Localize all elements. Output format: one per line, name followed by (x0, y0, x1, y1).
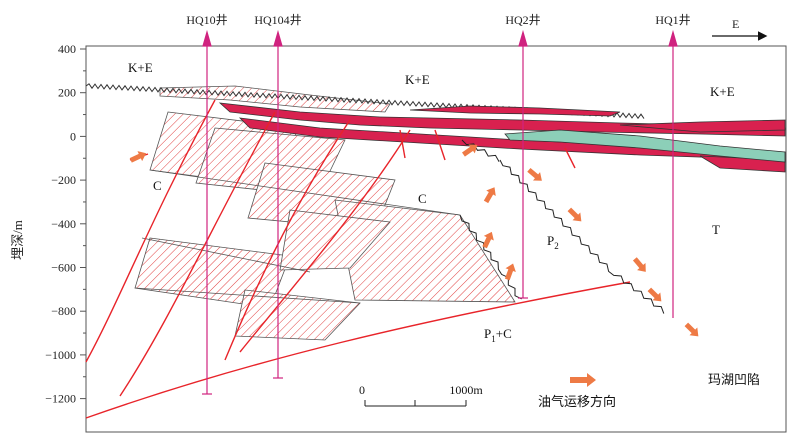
fault-line (224, 119, 351, 361)
hatched-block (234, 289, 361, 341)
unit-label-c-left: C (153, 178, 162, 193)
migration-arrow-icon (567, 207, 582, 222)
fault-line (119, 111, 276, 397)
unit-label-t: T (712, 222, 720, 237)
legend-arrow-icon (570, 373, 596, 387)
scale-bar-end: 1000m (449, 383, 483, 397)
sawtooth-fault (499, 159, 665, 314)
unit-label-ke-left: K+E (128, 60, 153, 75)
sawtooth-fault (461, 139, 500, 163)
y-tick-label: −1200 (45, 392, 76, 406)
well-label-hq104: HQ104井 (254, 13, 301, 27)
migration-arrow-icon (482, 231, 494, 249)
y-tick-label: 0 (70, 129, 76, 143)
migration-arrow-icon (504, 263, 516, 281)
y-tick-label: −1000 (45, 348, 76, 362)
fault-line (399, 129, 406, 159)
hatched-block (279, 209, 391, 271)
gas-layer (504, 129, 786, 163)
unit-label-p1c: P1+C (484, 326, 512, 344)
migration-arrow-icon (129, 151, 147, 163)
direction-indicator: E (712, 17, 768, 41)
migration-arrow-icon (647, 287, 662, 302)
well-label-hq10: HQ10井 (186, 13, 227, 27)
migration-arrow-icon (483, 187, 496, 204)
migration-arrow-icon (462, 144, 478, 157)
fault-line (85, 99, 216, 363)
unit-label-ke-right: K+E (710, 84, 735, 99)
fault-line (85, 281, 631, 419)
oil-layer (218, 102, 786, 137)
y-tick-label: −200 (51, 173, 76, 187)
fault-line (239, 129, 411, 353)
oil-layer (619, 119, 786, 133)
y-tick-label: −800 (51, 304, 76, 318)
well-hq1 (668, 29, 678, 318)
unit-label-ke-mid: K+E (405, 72, 430, 87)
region-label: 玛湖凹陷 (708, 372, 760, 387)
migration-arrow-icon (527, 167, 542, 181)
scale-bar-start: 0 (359, 383, 365, 397)
well-hq10 (202, 29, 212, 395)
fault-line (564, 147, 576, 169)
unit-label-c-mid: C (418, 191, 427, 206)
oil-layer (409, 105, 621, 117)
y-tick-label: 400 (58, 42, 76, 56)
direction-label: E (732, 17, 739, 31)
hatched-strata (134, 111, 516, 341)
ke-hatched-band (159, 85, 391, 113)
well-hq104 (273, 29, 283, 379)
wells (202, 29, 678, 395)
legend-label: 油气运移方向 (538, 394, 616, 409)
y-axis: 400 200 0 −200 −400 −600 −800 −1000 −1200 埋深/m (10, 42, 87, 432)
faults (85, 99, 631, 419)
well-hq2 (518, 29, 528, 299)
y-tick-label: 200 (58, 86, 76, 100)
scale-bar: 0 1000m (359, 383, 483, 407)
migration-arrow-icon (632, 257, 646, 272)
well-label-hq2: HQ2井 (505, 13, 540, 27)
oil-layers (218, 102, 786, 173)
y-axis-title: 埋深/m (10, 220, 25, 260)
well-label-hq1: HQ1井 (655, 13, 690, 27)
migration-arrows (129, 144, 699, 337)
unit-label-p2: P2 (547, 233, 559, 251)
y-tick-label: −600 (51, 261, 76, 275)
legend: 油气运移方向 (538, 373, 616, 409)
sawtooth-fault (459, 214, 522, 300)
fault-line (434, 129, 446, 161)
migration-arrow-icon (684, 322, 699, 337)
y-tick-label: −400 (51, 217, 76, 231)
